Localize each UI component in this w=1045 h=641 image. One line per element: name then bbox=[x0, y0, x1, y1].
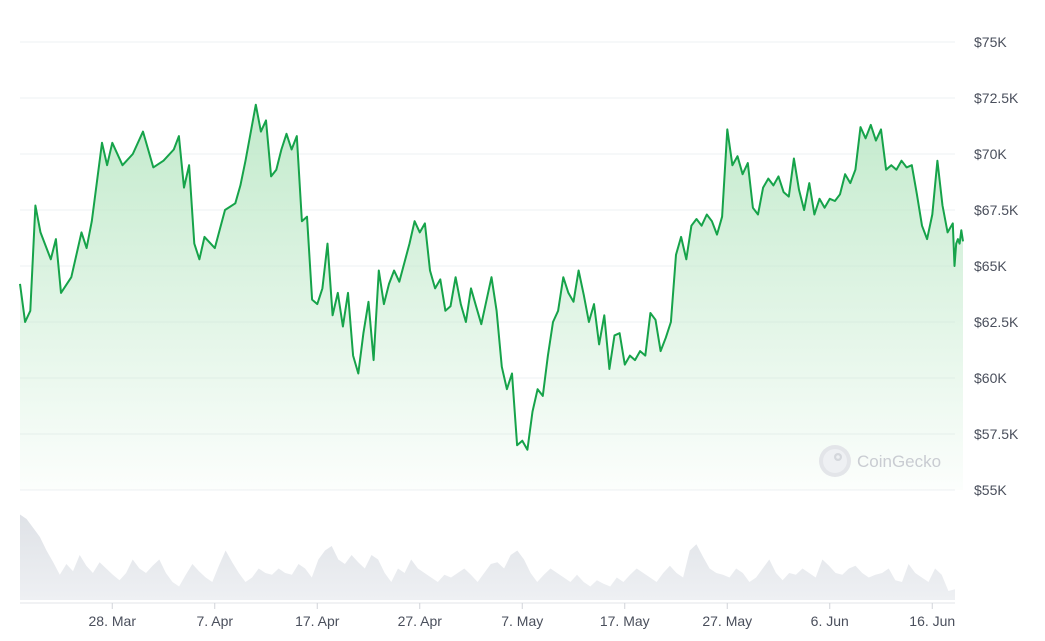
y-tick-label: $72.5K bbox=[974, 90, 1019, 106]
y-tick-label: $65K bbox=[974, 258, 1007, 274]
coingecko-logo-icon bbox=[819, 445, 851, 477]
x-tick-label: 16. Jun bbox=[909, 613, 955, 629]
x-tick-label: 17. May bbox=[600, 613, 650, 629]
price-area-fill bbox=[20, 104, 963, 490]
volume-area bbox=[20, 514, 955, 600]
price-line bbox=[19, 103, 964, 451]
watermark: CoinGecko bbox=[819, 445, 941, 477]
y-tick-label: $62.5K bbox=[974, 314, 1019, 330]
x-axis: 28. Mar 7. Apr 17. Apr 27. Apr 7. May 17. May… bbox=[89, 603, 955, 629]
y-tick-label: $75K bbox=[974, 34, 1007, 50]
y-tick-label: $70K bbox=[974, 146, 1007, 162]
y-tick-label: $55K bbox=[974, 482, 1007, 498]
x-tick-label: 7. Apr bbox=[196, 613, 233, 629]
y-tick-label: $67.5K bbox=[974, 202, 1019, 218]
x-tick-label: 27. May bbox=[702, 613, 752, 629]
y-axis: $75K $72.5K $70K $67.5K $65K $62.5K $60K $57.5K… bbox=[974, 34, 1019, 498]
price-line-path bbox=[19, 103, 964, 451]
volume-area-fill bbox=[20, 514, 955, 600]
x-tick-label: 6. Jun bbox=[811, 613, 849, 629]
x-tick-label: 7. May bbox=[501, 613, 543, 629]
y-tick-label: $57.5K bbox=[974, 426, 1019, 442]
x-tick-label: 27. Apr bbox=[398, 613, 443, 629]
x-tick-label: 28. Mar bbox=[89, 613, 137, 629]
watermark-text: CoinGecko bbox=[857, 452, 941, 471]
y-tick-label: $60K bbox=[974, 370, 1007, 386]
price-area bbox=[20, 104, 963, 490]
x-tick-label: 17. Apr bbox=[295, 613, 340, 629]
